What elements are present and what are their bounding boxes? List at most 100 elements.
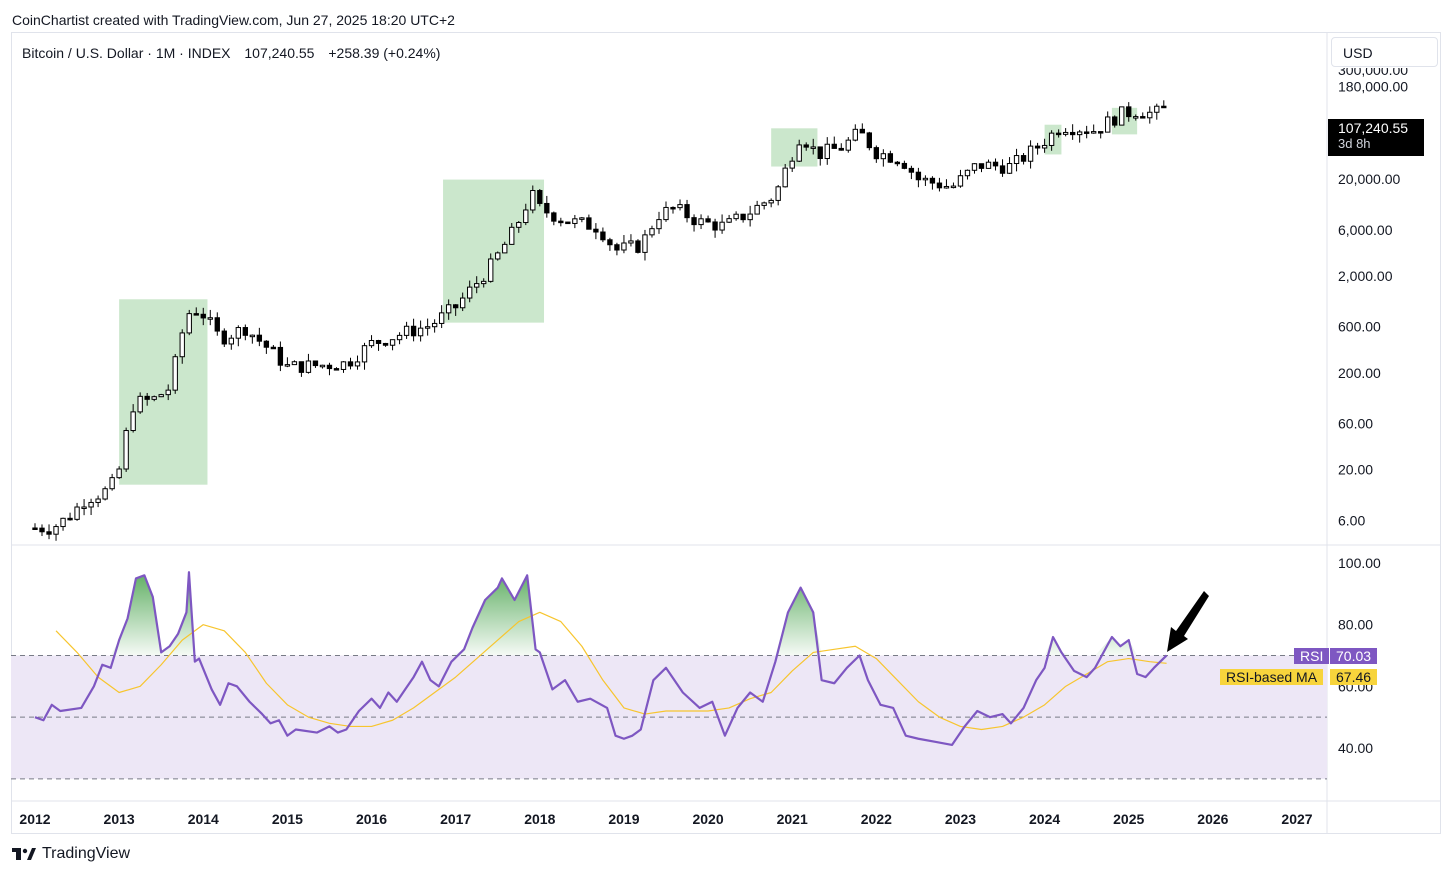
candle <box>782 163 788 188</box>
candle <box>922 175 929 186</box>
candle <box>200 307 206 326</box>
candle <box>523 203 529 226</box>
candle <box>957 169 964 188</box>
candle <box>950 182 957 189</box>
candle <box>719 214 725 234</box>
candle <box>235 325 241 347</box>
candle <box>894 160 901 167</box>
rsi-pane <box>11 571 1327 780</box>
candle <box>1161 100 1167 109</box>
candle <box>403 321 410 339</box>
candle <box>754 200 760 215</box>
candle <box>1098 131 1104 139</box>
candle <box>1069 124 1076 140</box>
candle <box>824 137 830 165</box>
candle <box>165 384 171 401</box>
candle <box>270 345 277 350</box>
candle <box>978 163 985 173</box>
time-tick-label: 2019 <box>608 811 639 827</box>
price-tick-label: 60.00 <box>1338 415 1373 431</box>
candle <box>1055 129 1062 138</box>
candle <box>431 319 438 333</box>
candle <box>291 360 298 366</box>
candle <box>544 195 550 218</box>
time-tick-label: 2022 <box>861 811 892 827</box>
candle <box>579 216 585 223</box>
candle <box>607 237 613 251</box>
candle <box>1006 157 1013 174</box>
candle <box>319 364 326 369</box>
candle <box>663 201 669 222</box>
rsi-overbought-fill <box>35 572 1167 656</box>
time-tick-label: 2023 <box>945 811 976 827</box>
price-tag-value: 107,240.55 <box>1338 120 1409 136</box>
candle <box>305 353 312 374</box>
candle <box>901 160 908 170</box>
candle <box>474 276 480 294</box>
candle <box>88 498 94 516</box>
candle <box>347 357 354 370</box>
candle <box>915 167 922 188</box>
candle <box>509 222 515 245</box>
brand-name: TradingView <box>42 845 131 862</box>
candle <box>803 142 809 151</box>
candle <box>859 123 865 134</box>
candle <box>179 329 185 364</box>
candle <box>144 392 150 406</box>
candle <box>284 357 291 368</box>
arrow-annotation-icon <box>1167 591 1209 652</box>
rsi-tick-label: 100.00 <box>1338 555 1381 571</box>
rsi-tick-label: 40.00 <box>1338 740 1373 756</box>
candle <box>593 223 599 240</box>
time-tick-label: 2026 <box>1197 811 1228 827</box>
time-axis: 2012 2013 2014 2015 2016 2017 2018 2019 2020 2021… <box>19 811 1312 827</box>
candle <box>747 205 753 227</box>
candle <box>326 362 333 376</box>
candle <box>768 198 774 208</box>
highlight-box <box>119 299 208 485</box>
price-tick-label: 6,000.00 <box>1338 222 1393 238</box>
candle <box>130 404 136 433</box>
rsi-tick-label: 80.00 <box>1338 617 1373 633</box>
candle <box>852 124 858 142</box>
candle <box>530 185 536 214</box>
candle <box>880 149 887 167</box>
candle <box>382 342 389 347</box>
rsi-ma-value-label: 67.46 <box>1330 669 1378 685</box>
rsi-legend-label: RSI <box>1294 648 1330 664</box>
price-tick-label-partial: 300,000.00 <box>1338 62 1408 78</box>
candle <box>467 280 473 303</box>
candle <box>1126 102 1132 122</box>
tradingview-logo-icon <box>12 848 36 860</box>
last-price-tag: 107,240.55 3d 8h <box>1328 119 1424 156</box>
candle <box>375 339 382 351</box>
candle <box>1105 111 1111 133</box>
candle <box>621 235 627 254</box>
candle <box>1062 128 1069 137</box>
candle <box>838 143 844 151</box>
candle <box>340 361 347 373</box>
price-tick-label: 2,000.00 <box>1338 268 1393 284</box>
time-tick-label: 2016 <box>356 811 387 827</box>
price-tick-label: 180,000.00 <box>1338 79 1408 95</box>
rsi-ma-legend-label: RSI-based MA <box>1220 669 1324 685</box>
symbol-name[interactable]: Bitcoin / U.S. Dollar · 1M · INDEX <box>22 45 231 61</box>
rsi-ma-line <box>55 611 1167 731</box>
candle <box>1034 142 1041 155</box>
bar-countdown: 3d 8h <box>1338 136 1371 151</box>
candle <box>151 395 157 402</box>
candle <box>537 189 543 207</box>
tradingview-brand[interactable]: TradingView <box>12 845 130 863</box>
candle <box>1091 124 1097 134</box>
candle <box>1048 130 1055 151</box>
candle <box>691 214 697 232</box>
candle <box>845 137 851 153</box>
candle <box>565 221 571 225</box>
candle <box>242 324 249 341</box>
candle <box>740 213 746 223</box>
currency-selector[interactable]: USD <box>1331 37 1438 67</box>
candle <box>992 158 999 171</box>
candle <box>677 199 683 211</box>
candle <box>158 393 164 398</box>
